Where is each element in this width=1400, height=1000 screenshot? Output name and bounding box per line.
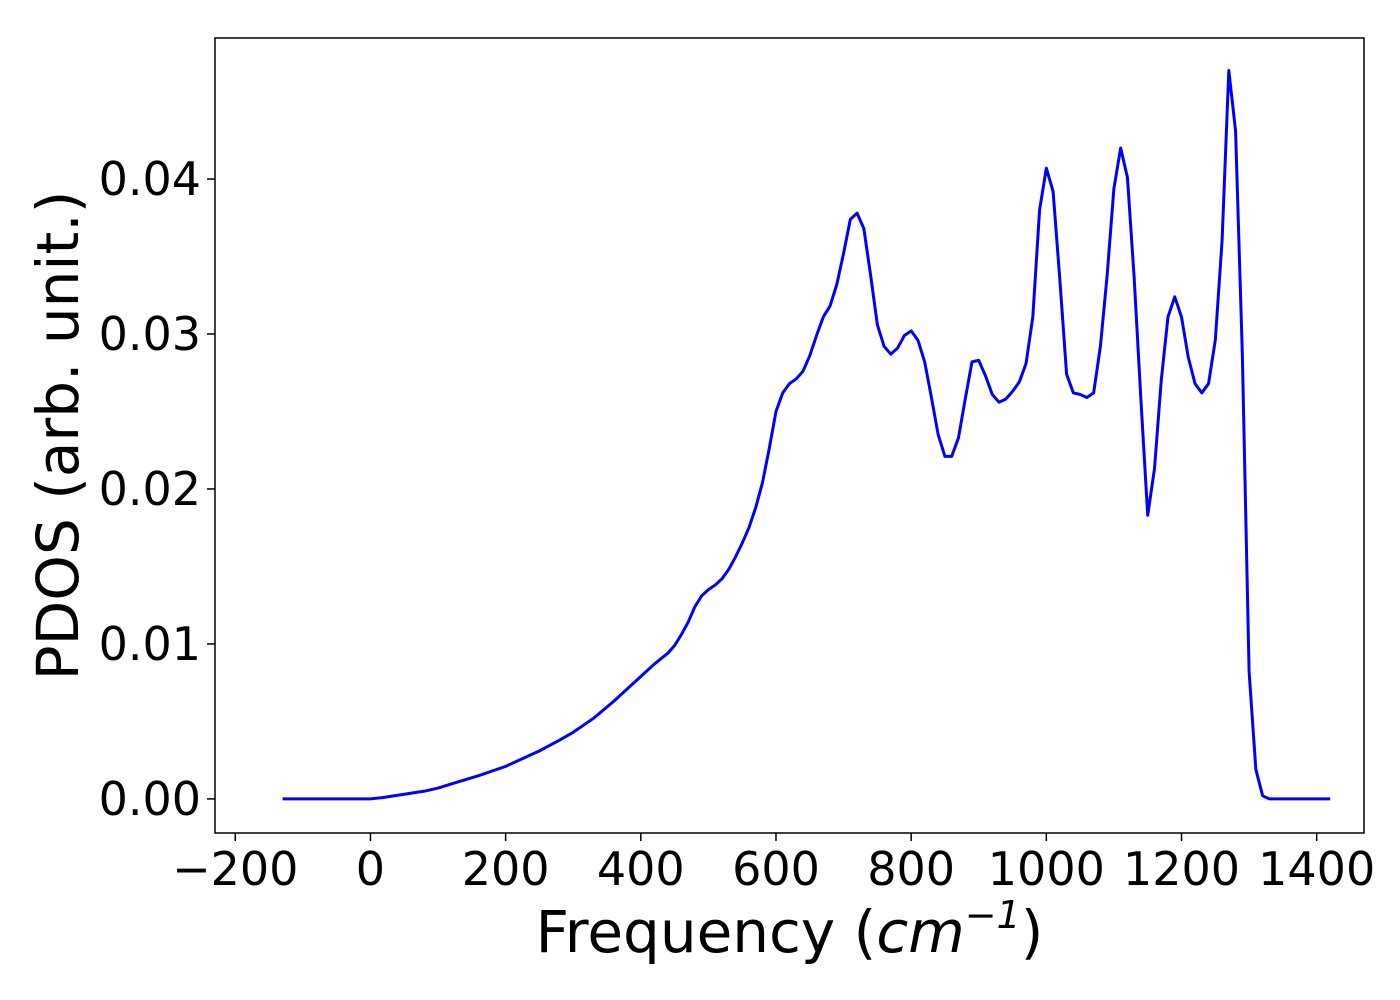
- x-tick-label: 400: [597, 842, 685, 896]
- x-tick-label: 1400: [1258, 842, 1375, 896]
- x-tick-label: 200: [462, 842, 550, 896]
- series-line-0: [282, 69, 1331, 801]
- y-axis-label: PDOS (arb. unit.): [24, 191, 92, 681]
- plot-area: [282, 69, 1331, 801]
- x-tick-label: 1200: [1123, 842, 1240, 896]
- y-tick-label: 0.02: [99, 462, 201, 516]
- y-tick-label: 0.01: [99, 617, 201, 671]
- x-tick-label: −200: [172, 842, 298, 896]
- x-axis-ticks: −200 0 200 400 600 800 1000 1200 1400: [172, 833, 1375, 896]
- x-tick-label: 600: [732, 842, 820, 896]
- y-tick-label: 0.00: [99, 772, 201, 826]
- axes-frame: [214, 37, 1365, 834]
- x-tick-label: 1000: [988, 842, 1105, 896]
- x-tick-label: 0: [356, 842, 385, 896]
- y-tick-label: 0.04: [99, 152, 201, 206]
- y-axis-ticks: 0.00 0.01 0.02 0.03 0.04: [99, 152, 215, 826]
- x-tick-label: 800: [867, 842, 955, 896]
- y-tick-label: 0.03: [99, 307, 201, 361]
- x-axis-label: Frequency (cm−1): [536, 893, 1044, 966]
